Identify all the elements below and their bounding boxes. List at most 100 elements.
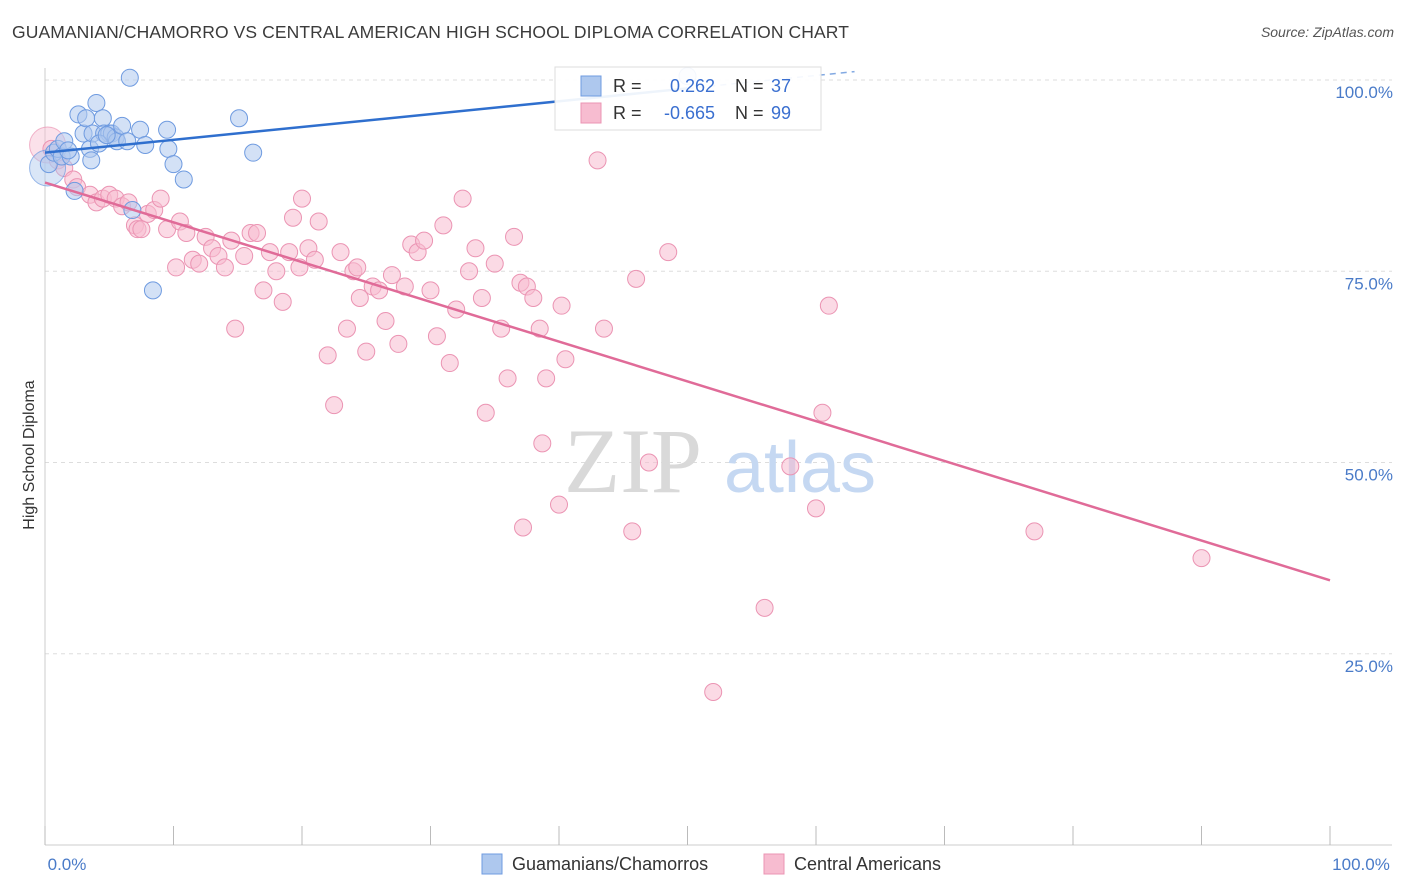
stats-n-label-blue: N = <box>735 76 764 96</box>
chart-title: GUAMANIAN/CHAMORRO VS CENTRAL AMERICAN H… <box>12 22 850 42</box>
y-tick-label-75: 75.0% <box>1345 274 1393 293</box>
pink-point-95 <box>1025 522 1044 541</box>
pink-point-72 <box>498 369 517 388</box>
blue-point-22 <box>120 68 139 87</box>
x-tick-label-left: 0.0% <box>48 855 87 874</box>
blue-point-26 <box>158 120 177 139</box>
pink-point-73 <box>505 227 524 246</box>
pink-point-81 <box>552 296 571 315</box>
pink-point-45 <box>325 396 344 415</box>
pink-point-46 <box>331 243 350 262</box>
pink-point-97 <box>514 518 533 537</box>
pink-point-50 <box>357 342 376 361</box>
pink-point-82 <box>556 350 575 369</box>
legend-swatch-pink[interactable] <box>763 853 785 875</box>
pink-point-65 <box>453 189 472 208</box>
legend-swatch-blue[interactable] <box>481 853 503 875</box>
stats-swatch-pink <box>580 102 602 124</box>
pink-point-76 <box>524 289 543 308</box>
blue-point-9 <box>77 109 96 128</box>
pink-point-40 <box>293 189 311 208</box>
stats-swatch-blue <box>580 75 602 97</box>
pink-point-60 <box>421 281 440 300</box>
blue-point-31 <box>230 109 249 128</box>
y-tick-labels: 100.0% 75.0% 50.0% 25.0% <box>1335 83 1393 676</box>
pink-point-84 <box>594 319 613 338</box>
pink-point-33 <box>254 281 273 300</box>
pink-point-43 <box>309 212 328 231</box>
axes <box>44 68 1392 846</box>
pink-point-80 <box>550 495 568 514</box>
pink-point-63 <box>440 354 459 373</box>
blue-point-14 <box>93 109 112 128</box>
pink-point-67 <box>466 239 485 258</box>
pink-point-89 <box>704 683 723 701</box>
blue-point-20 <box>113 116 132 135</box>
pink-point-62 <box>434 216 453 235</box>
pink-point-66 <box>460 262 479 281</box>
pink-point-23 <box>190 254 209 273</box>
pink-point-70 <box>485 254 504 273</box>
stats-r-value-pink: -0.665 <box>664 103 715 123</box>
stats-n-label-pink: N = <box>735 103 764 123</box>
series-guamanians-chamorros <box>29 67 697 300</box>
watermark-zip: ZIP <box>564 410 702 512</box>
legend-label-pink[interactable]: Central Americans <box>794 854 941 874</box>
pink-point-93 <box>813 403 832 422</box>
stats-r-label-blue: R = <box>613 76 642 96</box>
pink-point-96 <box>1192 549 1211 568</box>
pink-point-27 <box>215 258 234 277</box>
stats-r-value-blue: 0.262 <box>670 76 715 96</box>
y-tick-label-25: 25.0% <box>1345 657 1393 676</box>
stats-n-value-pink: 99 <box>771 103 791 123</box>
source-label: Source: ZipAtlas.com <box>1260 24 1394 40</box>
stats-r-label-pink: R = <box>613 103 642 123</box>
pink-point-53 <box>376 311 395 330</box>
pink-point-29 <box>226 319 245 338</box>
pink-point-78 <box>533 434 552 453</box>
pink-point-79 <box>537 369 556 388</box>
pink-point-69 <box>476 403 495 422</box>
pink-point-47 <box>337 319 356 338</box>
pink-point-54 <box>382 266 401 285</box>
watermark-atlas: atlas <box>724 428 876 508</box>
pink-point-61 <box>427 327 446 346</box>
legend-label-blue[interactable]: Guamanians/Chamorros <box>512 854 708 874</box>
y-tick-label-50: 50.0% <box>1345 466 1393 485</box>
blue-point-27 <box>159 139 178 158</box>
pink-point-17 <box>151 189 170 208</box>
blue-point-11 <box>82 151 101 170</box>
legend: Guamanians/Chamorros Central Americans <box>481 853 941 875</box>
pink-point-90 <box>755 598 774 617</box>
pink-point-85 <box>627 269 646 288</box>
pink-point-87 <box>659 243 678 262</box>
pink-point-32 <box>248 224 267 242</box>
pink-point-88 <box>623 522 642 541</box>
watermark: ZIP atlas <box>564 410 876 512</box>
y-tick-label-100: 100.0% <box>1335 83 1393 102</box>
pink-point-98 <box>348 258 367 277</box>
pink-point-59 <box>415 231 434 250</box>
pink-point-77 <box>530 319 549 338</box>
pink-point-83 <box>588 151 607 170</box>
blue-point-24 <box>131 120 150 139</box>
blue-point-25 <box>136 136 155 155</box>
pink-point-92 <box>807 499 825 518</box>
blue-point-13 <box>87 93 106 112</box>
trendline-pink <box>44 181 1331 582</box>
pink-point-35 <box>267 262 286 281</box>
stats-box: R = 0.262 N = 37 R = -0.665 N = 99 <box>554 66 822 131</box>
pink-point-38 <box>284 208 303 227</box>
blue-point-30 <box>143 281 162 300</box>
blue-point-28 <box>164 155 183 174</box>
pink-point-49 <box>350 289 369 308</box>
blue-point-32 <box>244 143 263 162</box>
blue-point-34 <box>97 126 116 145</box>
pink-point-94 <box>819 296 838 315</box>
pink-point-86 <box>639 453 658 472</box>
pink-point-44 <box>318 346 337 365</box>
pink-point-19 <box>167 258 186 277</box>
pink-point-36 <box>273 292 292 311</box>
pink-point-68 <box>472 289 491 308</box>
